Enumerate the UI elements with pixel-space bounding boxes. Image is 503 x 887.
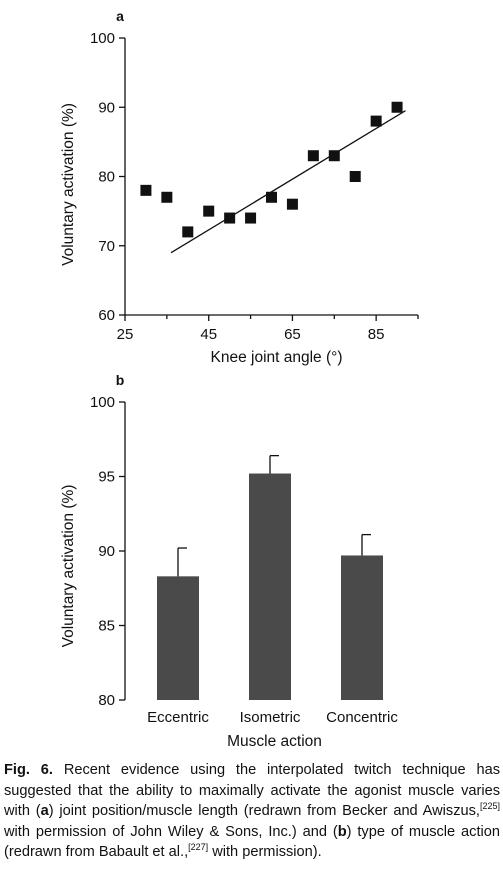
y-tick-label: 80 — [98, 169, 115, 186]
chart-panel-a: a 60 70 80 90 100 25 45 65 85 Knee joint angle (°)… — [0, 0, 503, 372]
y-tick-label: 90 — [98, 99, 115, 116]
x-axis-title: Muscle action — [227, 733, 322, 750]
x-tick-label: 85 — [368, 326, 385, 343]
data-point — [161, 191, 173, 203]
y-tick-label: 85 — [98, 618, 115, 635]
chart-panel-b: b 80 85 90 95 100 Eccentric Isometric Concentric… — [0, 372, 503, 750]
y-axis-title: Voluntary activation (%) — [60, 103, 77, 266]
scatter-chart: a 60 70 80 90 100 25 45 65 85 Knee joint angle (°)… — [60, 8, 419, 366]
x-axis-title: Knee joint angle (°) — [211, 349, 343, 366]
y-axis-title: Voluntary activation (%) — [60, 485, 77, 648]
x-tick-label: 25 — [117, 326, 134, 343]
data-point — [140, 184, 152, 196]
y-tick-label: 70 — [98, 238, 115, 255]
data-point — [349, 171, 361, 182]
y-tick-label: 95 — [98, 469, 115, 486]
x-category-label: Concentric — [326, 709, 398, 726]
x-category-label: Eccentric — [147, 709, 209, 726]
bar — [157, 576, 199, 700]
caption-label: Fig. 6. — [4, 762, 53, 778]
citation-ref: [227] — [188, 842, 209, 853]
data-point — [266, 191, 277, 203]
data-point — [370, 115, 382, 127]
data-point — [245, 212, 257, 224]
citation-ref: [225] — [479, 801, 500, 812]
y-tick-label: 80 — [98, 692, 115, 709]
y-tick-label: 100 — [90, 394, 115, 411]
data-point — [182, 226, 194, 238]
x-category-label: Isometric — [240, 709, 301, 726]
caption-text: b — [337, 823, 347, 840]
bar — [341, 555, 383, 700]
bar — [249, 473, 291, 700]
data-point — [203, 205, 215, 217]
bar-chart: b 80 85 90 95 100 Eccentric Isometric Concentric… — [60, 372, 398, 750]
y-tick-label: 90 — [98, 543, 115, 560]
data-point — [307, 150, 319, 162]
caption-text: with permission). — [208, 844, 322, 861]
x-tick-label: 45 — [200, 326, 217, 343]
caption-text: ) joint position/muscle length (redrawn … — [48, 803, 480, 820]
caption-text: with permission of John Wiley & Sons, In… — [4, 823, 338, 840]
trend-line — [170, 110, 406, 254]
x-tick-label: 65 — [284, 326, 301, 343]
data-point — [391, 101, 403, 113]
caption-text: Recent evidence using the interpolated t… — [4, 762, 500, 820]
y-tick-label: 60 — [98, 307, 115, 324]
data-point — [286, 198, 298, 210]
data-point — [328, 150, 340, 162]
caption-body: Recent evidence using the interpolated t… — [4, 762, 500, 860]
data-point — [224, 212, 236, 224]
caption-text: a — [40, 803, 49, 820]
panel-letter: b — [116, 372, 125, 388]
caption-text: ) type of muscle action (redrawn from Ba… — [4, 823, 500, 861]
panel-letter: a — [116, 8, 124, 24]
figure-caption: Fig. 6. Recent evidence using the interp… — [4, 760, 500, 863]
y-tick-label: 100 — [90, 30, 115, 47]
